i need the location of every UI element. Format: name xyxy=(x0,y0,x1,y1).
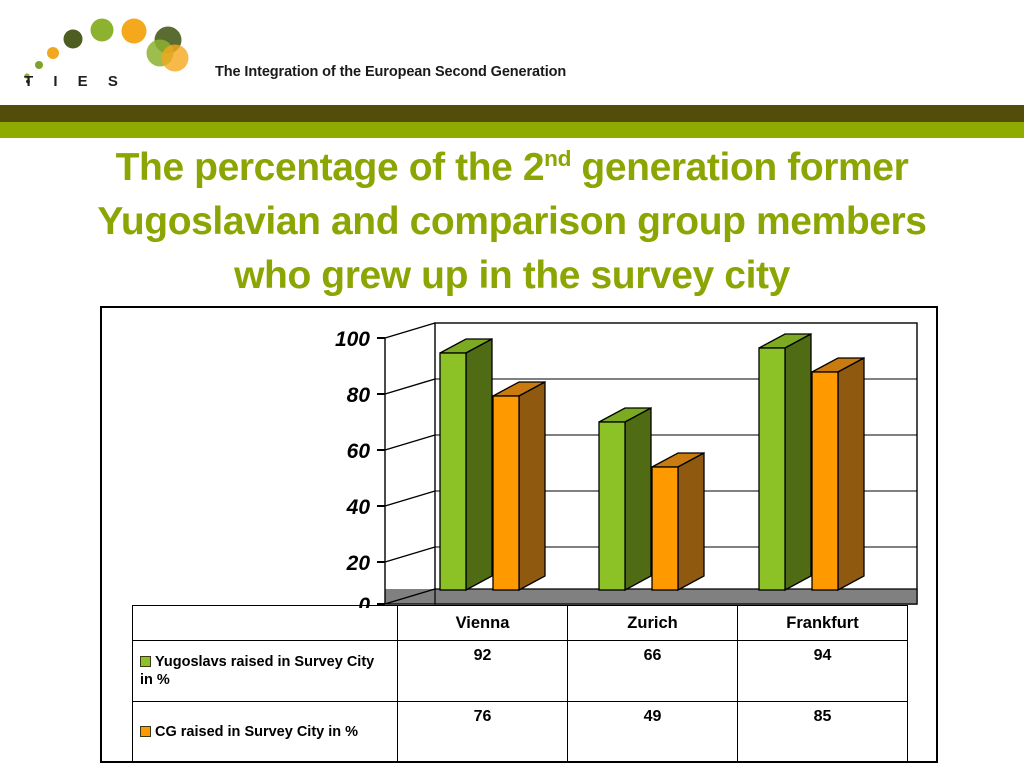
column-header-zurich: Zurich xyxy=(567,605,738,641)
ties-wordmark: T I E S xyxy=(24,73,126,90)
page-title-superscript: nd xyxy=(544,146,571,171)
page-title-line-3: who grew up in the survey city xyxy=(234,254,790,297)
chart-data-table: Vienna Zurich Frankfurt Yugoslavs raised… xyxy=(132,605,908,763)
chart-y-ticks xyxy=(377,337,385,605)
page-title: The percentage of the 2nd generation for… xyxy=(18,141,1006,303)
legend-label-cg: CG raised in Survey City in % xyxy=(155,724,359,740)
bar-zurich-yugoslavs xyxy=(598,406,652,592)
y-tick-40: 40 xyxy=(346,496,371,519)
table-header-row: Vienna Zurich Frankfurt xyxy=(132,605,908,641)
column-header-frankfurt: Frankfurt xyxy=(737,605,908,641)
legend-swatch-orange-icon xyxy=(140,726,151,737)
chart-floor xyxy=(384,588,918,605)
chart-y-axis xyxy=(384,322,436,604)
page-title-line-2: Yugoslavian and comparison group members xyxy=(97,200,927,243)
y-tick-100: 100 xyxy=(335,328,370,351)
y-tick-0: 0 xyxy=(358,594,370,608)
y-tick-20: 20 xyxy=(346,552,371,575)
bar-frankfurt-yugoslavs xyxy=(758,332,812,592)
value-yugoslavs-frankfurt: 94 xyxy=(737,640,908,702)
page-title-line-1: The percentage of the 2nd generation for… xyxy=(18,141,1006,195)
y-tick-80: 80 xyxy=(347,384,371,407)
page-title-line-1-a: The percentage of the 2 xyxy=(115,146,545,189)
ties-logo: T I E S xyxy=(22,8,212,96)
legend-item-yugoslavs: Yugoslavs raised in Survey City in % xyxy=(132,640,398,702)
divider-band-light xyxy=(0,122,1024,138)
y-tick-60: 60 xyxy=(347,440,371,463)
chart-plot-area: 100 80 60 40 20 0 xyxy=(102,308,940,608)
value-cg-frankfurt: 85 xyxy=(737,701,908,763)
table-corner-cell xyxy=(132,605,398,641)
column-header-vienna: Vienna xyxy=(397,605,568,641)
legend-item-cg: CG raised in Survey City in % xyxy=(132,701,398,763)
slide-header: T I E S The Integration of the European … xyxy=(0,0,1024,103)
page-title-line-1-b: generation former xyxy=(571,146,909,189)
bar-vienna-cg xyxy=(492,380,546,592)
value-yugoslavs-vienna: 92 xyxy=(397,640,568,702)
bar-vienna-yugoslavs xyxy=(439,337,493,592)
legend-swatch-green-icon xyxy=(140,656,151,667)
legend-label-yugoslavs: Yugoslavs raised in Survey City in % xyxy=(140,654,375,688)
bar-chart-3d: 100 80 60 40 20 0 xyxy=(335,322,918,608)
chart-floor-left-wedge xyxy=(384,588,436,605)
table-row: Yugoslavs raised in Survey City in % 92 … xyxy=(132,640,908,702)
value-cg-zurich: 49 xyxy=(567,701,738,763)
divider-band-dark xyxy=(0,105,1024,122)
bar-zurich-cg xyxy=(651,451,705,592)
bar-frankfurt-cg xyxy=(811,356,865,592)
value-yugoslavs-zurich: 66 xyxy=(567,640,738,702)
value-cg-vienna: 76 xyxy=(397,701,568,763)
table-row: CG raised in Survey City in % 76 49 85 xyxy=(132,701,908,763)
header-subtitle: The Integration of the European Second G… xyxy=(215,64,567,80)
chart-frame: 100 80 60 40 20 0 xyxy=(100,306,938,763)
